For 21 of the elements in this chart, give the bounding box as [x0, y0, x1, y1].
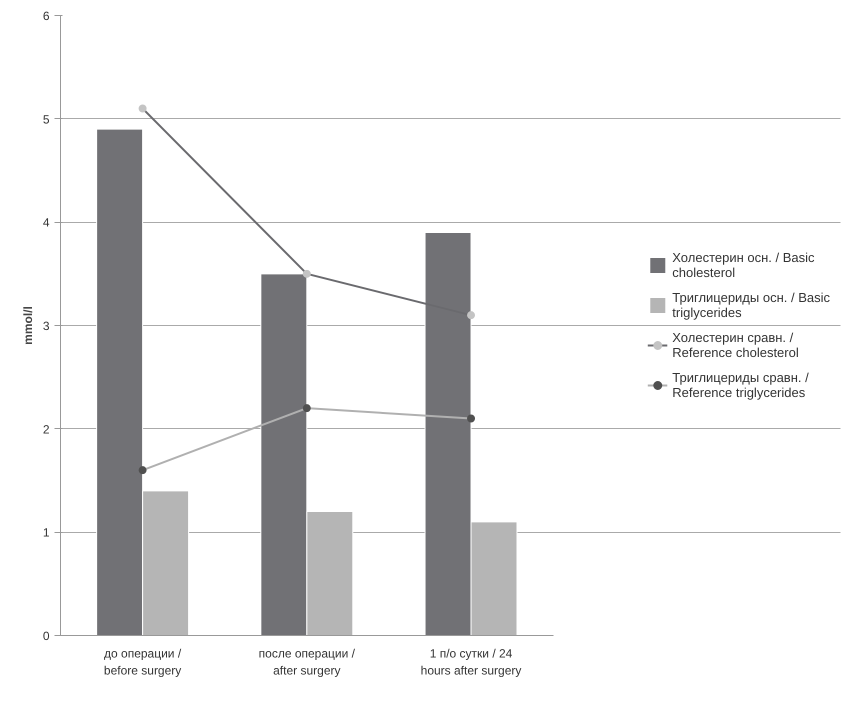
legend-label: Холестерин осн. / Basic cholesterol	[672, 250, 815, 280]
y-tick-label: 4	[42, 216, 50, 230]
x-tick-label: после операции / after surgery	[258, 646, 356, 678]
y-tick-label: 3	[42, 319, 50, 333]
point	[467, 311, 476, 320]
x-tick-label: до операции / before surgery	[104, 646, 182, 678]
point	[467, 414, 476, 422]
y-tick-label: 0	[42, 629, 50, 643]
x-tick-label: 1 п/о сутки / 24 hours after surgery	[420, 646, 522, 678]
y-tick-label: 6	[42, 9, 50, 23]
point	[138, 466, 147, 474]
point	[302, 404, 311, 412]
point	[138, 104, 147, 112]
y-tick-label: 5	[42, 112, 50, 126]
legend-label: Триглицериды осн. / Basic triglycerides	[672, 290, 830, 320]
y-tick-label: 1	[42, 526, 50, 540]
legend-label: Холестерин сравн. / Reference cholesterol	[672, 330, 799, 360]
point	[302, 270, 311, 278]
legend-label: Триглицериды сравн. / Reference triglycerides	[672, 370, 809, 400]
y-tick-label: 2	[42, 422, 50, 436]
y-axis-title: mmol/l	[20, 306, 35, 345]
